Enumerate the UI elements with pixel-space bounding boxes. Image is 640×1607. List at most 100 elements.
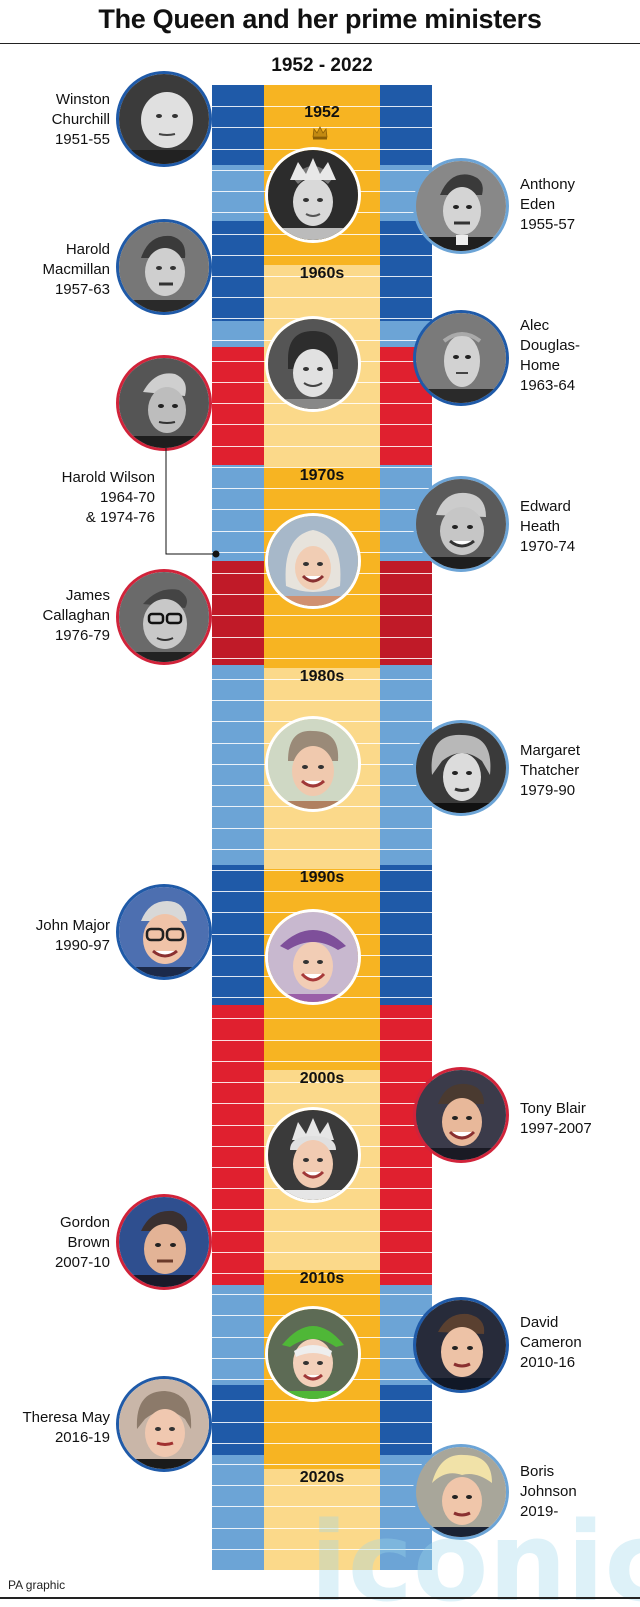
year-gridline bbox=[212, 509, 432, 510]
pm-name: Alec bbox=[520, 317, 550, 334]
pm-term: 1963-64 bbox=[520, 377, 576, 394]
year-gridline bbox=[212, 1082, 432, 1083]
year-gridline bbox=[212, 488, 432, 489]
queen-1952-portrait bbox=[265, 147, 361, 243]
pm-term: 1951-55 bbox=[54, 131, 110, 148]
year-gridline bbox=[212, 637, 432, 638]
credit: PA graphic bbox=[8, 1578, 66, 1592]
decade-label-2000s: 2000s bbox=[299, 1070, 345, 1087]
queen-2000s-portrait bbox=[265, 1107, 361, 1203]
pm-term: 1970-74 bbox=[520, 538, 576, 555]
year-gridline bbox=[212, 1209, 432, 1210]
decade-label-1952: 1952 bbox=[304, 104, 340, 121]
pm-name: Douglas- bbox=[520, 337, 581, 354]
date-range: 1952 - 2022 bbox=[271, 55, 373, 76]
pm-term: 1957-63 bbox=[54, 281, 110, 298]
pm-term: 1990-97 bbox=[54, 937, 110, 954]
may-photo bbox=[116, 1376, 212, 1472]
year-gridline bbox=[212, 615, 432, 616]
pm-name: James bbox=[65, 587, 110, 604]
pm-name: John Major bbox=[35, 917, 110, 934]
year-gridline bbox=[212, 1464, 432, 1465]
queen-1980s-portrait bbox=[265, 716, 361, 812]
pm-name: Harold bbox=[65, 241, 110, 258]
year-gridline bbox=[212, 1231, 432, 1232]
callaghan-photo bbox=[116, 569, 212, 665]
pm-name: Anthony bbox=[520, 176, 576, 193]
decade-label-1960s: 1960s bbox=[299, 265, 345, 282]
major-photo bbox=[116, 884, 212, 980]
pm-term: 2010-16 bbox=[520, 1354, 576, 1371]
eden-photo bbox=[413, 158, 509, 254]
decade-label-2010s: 2010s bbox=[299, 1270, 345, 1287]
blair-photo bbox=[413, 1067, 509, 1163]
year-gridline bbox=[212, 1252, 432, 1253]
pm-name: Churchill bbox=[51, 111, 110, 128]
footer-divider bbox=[0, 1597, 640, 1599]
year-gridline bbox=[212, 1485, 432, 1486]
pm-term: 1964-70 bbox=[99, 489, 155, 506]
pm-name: Gordon bbox=[59, 1214, 110, 1231]
label-wilson: Harold Wilson 1964-70 & 1974-76 bbox=[62, 468, 155, 528]
year-gridline bbox=[212, 1040, 432, 1041]
pm-term: 1979-90 bbox=[520, 782, 576, 799]
pm-name: Macmillan bbox=[42, 261, 110, 278]
decade-label-1980s: 1980s bbox=[299, 668, 345, 685]
pm-term: & 1974-76 bbox=[85, 509, 155, 526]
pm-name: Tony Blair bbox=[520, 1100, 586, 1117]
queen-1960s-portrait bbox=[265, 316, 361, 412]
page-title: The Queen and her prime ministers bbox=[98, 4, 542, 34]
pm-name: Edward bbox=[520, 498, 571, 515]
label-brown: Gordon Brown 2007-10 bbox=[55, 1213, 110, 1273]
churchill-photo bbox=[116, 71, 212, 167]
pm-term: 1976-79 bbox=[54, 627, 110, 644]
timeline bbox=[212, 85, 432, 1570]
label-blair: Tony Blair 1997-2007 bbox=[520, 1099, 592, 1139]
decade-label-1970s: 1970s bbox=[299, 467, 345, 484]
connector-line bbox=[165, 448, 220, 558]
heath-photo bbox=[413, 476, 509, 572]
watermark-logo: iconic bbox=[310, 1498, 640, 1607]
pm-name: Margaret bbox=[520, 742, 581, 759]
watermark-text: iconic bbox=[310, 1498, 640, 1607]
year-gridline bbox=[212, 849, 432, 850]
pm-name: Eden bbox=[520, 196, 556, 213]
pm-name: Winston bbox=[55, 91, 110, 108]
pm-name: Home bbox=[520, 357, 561, 374]
decade-label-1990s: 1990s bbox=[299, 869, 345, 886]
label-macmillan: Harold Macmillan 1957-63 bbox=[42, 240, 110, 300]
year-gridline bbox=[212, 1018, 432, 1019]
label-may: Theresa May 2016-19 bbox=[22, 1408, 110, 1448]
thatcher-photo bbox=[413, 720, 509, 816]
year-gridline bbox=[212, 679, 432, 680]
crown-icon bbox=[312, 126, 328, 140]
queen-1970s-portrait bbox=[265, 513, 361, 609]
year-gridline bbox=[212, 1506, 432, 1507]
pm-name: Callaghan bbox=[42, 607, 110, 624]
pm-name: Boris bbox=[520, 1463, 555, 1480]
year-gridline bbox=[212, 700, 432, 701]
label-churchill: Winston Churchill 1951-55 bbox=[52, 90, 110, 150]
label-douglas-home: Alec Douglas- Home 1963-64 bbox=[520, 316, 580, 396]
cameron-photo bbox=[413, 1297, 509, 1393]
year-gridline bbox=[212, 446, 432, 447]
wilson-photo bbox=[116, 355, 212, 451]
year-gridline bbox=[212, 828, 432, 829]
year-gridline bbox=[212, 1443, 432, 1444]
pm-term: 2007-10 bbox=[54, 1254, 110, 1271]
label-heath: Edward Heath 1970-74 bbox=[520, 497, 575, 557]
pm-name: Harold Wilson bbox=[61, 469, 155, 486]
year-gridline bbox=[212, 297, 432, 298]
year-gridline bbox=[212, 1549, 432, 1550]
year-gridline bbox=[212, 1273, 432, 1274]
year-gridline bbox=[212, 870, 432, 871]
pm-name: Theresa May bbox=[22, 1409, 110, 1426]
pm-name: Johnson bbox=[520, 1483, 577, 1500]
label-callaghan: James Callaghan 1976-79 bbox=[42, 586, 110, 646]
year-gridline bbox=[212, 1103, 432, 1104]
queen-2010s-portrait bbox=[265, 1306, 361, 1402]
year-gridline bbox=[212, 1422, 432, 1423]
queen-1990s-portrait bbox=[265, 909, 361, 1005]
johnson-photo bbox=[413, 1444, 509, 1540]
year-gridline bbox=[212, 1294, 432, 1295]
